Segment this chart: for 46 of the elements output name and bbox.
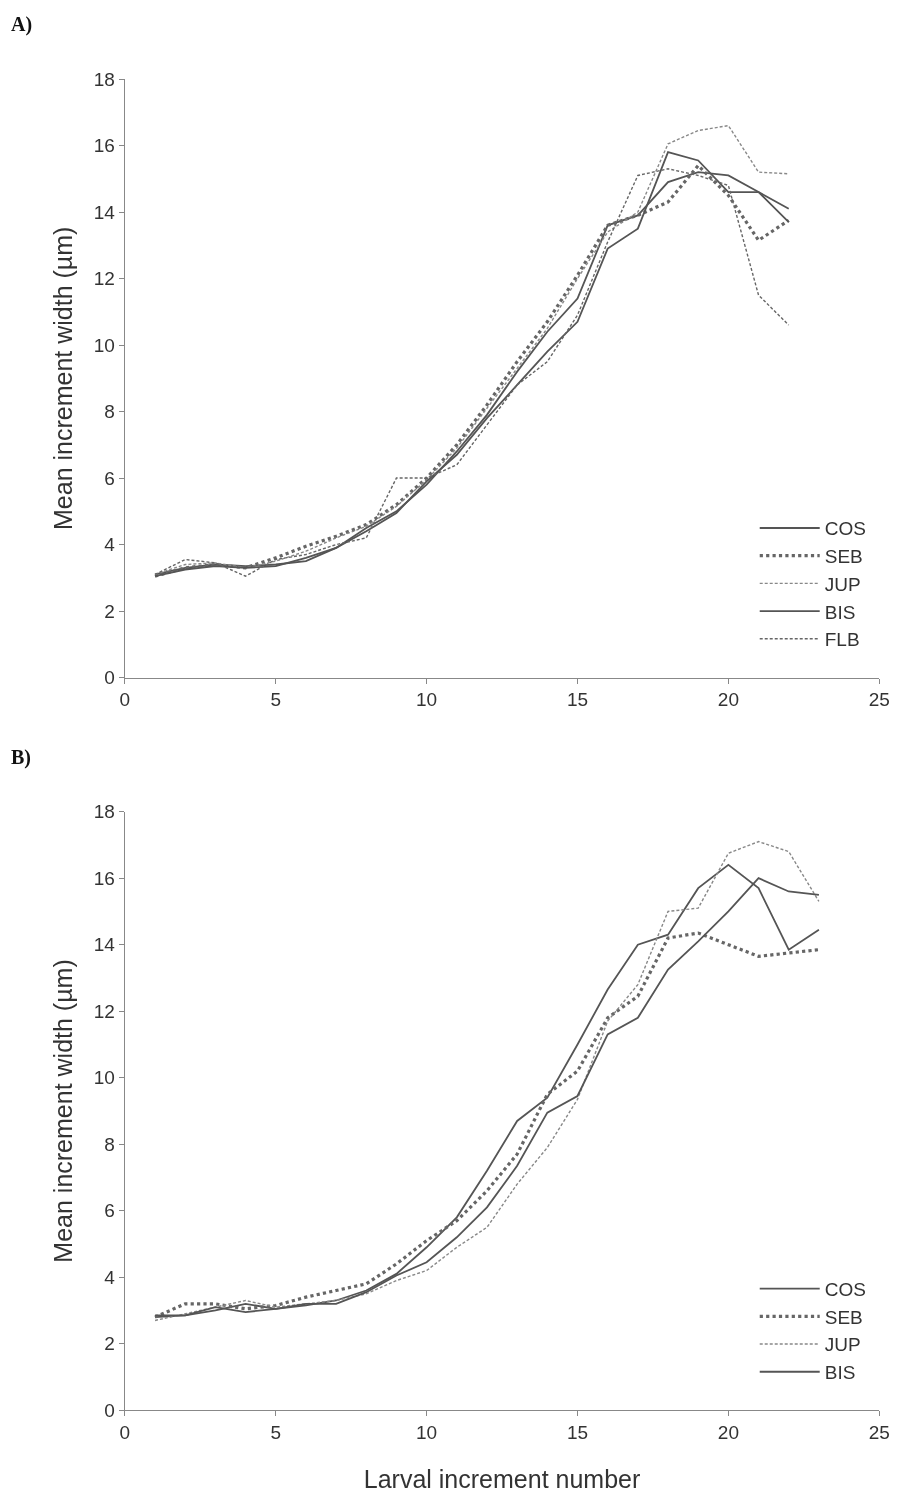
x-tick-label: 0 xyxy=(119,689,131,711)
x-tick-label: 20 xyxy=(717,1422,739,1444)
x-axis-title: Larval increment number xyxy=(363,1465,641,1494)
x-tick-label: 25 xyxy=(868,689,890,711)
y-tick-label: 10 xyxy=(93,1067,115,1089)
x-tick-label: 15 xyxy=(566,689,589,711)
legend-label: COS xyxy=(824,518,866,540)
x-tick-label: 5 xyxy=(270,1422,282,1444)
y-tick-label: 18 xyxy=(93,801,115,823)
y-tick-label: 6 xyxy=(104,1200,115,1222)
y-tick-label: 12 xyxy=(93,268,115,290)
x-tick-label: 5 xyxy=(270,689,282,711)
y-tick-label: 16 xyxy=(93,867,115,889)
legend-label: BIS xyxy=(824,601,856,623)
legend-label: JUP xyxy=(824,1334,861,1356)
legend-label: SEB xyxy=(824,546,863,568)
x-tick-label: 25 xyxy=(868,1422,890,1444)
legend-label: FLB xyxy=(824,629,860,651)
legend-label: SEB xyxy=(824,1306,863,1328)
y-tick-label: 8 xyxy=(104,401,115,423)
y-tick-label: 8 xyxy=(104,1133,115,1155)
y-tick-label: 0 xyxy=(104,667,115,689)
x-tick-label: 15 xyxy=(566,1422,589,1444)
legend-label: BIS xyxy=(824,1362,856,1384)
text: A) xyxy=(11,13,33,36)
y-tick-label: 4 xyxy=(104,534,116,556)
text: B) xyxy=(11,746,31,769)
x-tick-label: 0 xyxy=(119,1422,131,1444)
legend-label: COS xyxy=(824,1279,866,1301)
y-tick-label: 12 xyxy=(93,1000,115,1022)
x-tick-label: 20 xyxy=(717,689,739,711)
y-axis-title: Mean increment width (µm) xyxy=(48,959,77,1263)
legend-label: JUP xyxy=(824,573,861,595)
y-tick-label: 4 xyxy=(104,1266,116,1288)
y-tick-label: 0 xyxy=(104,1399,115,1421)
y-tick-label: 18 xyxy=(93,68,115,90)
y-tick-label: 6 xyxy=(104,467,115,489)
x-tick-label: 10 xyxy=(416,1422,438,1444)
y-axis-title: Mean increment width (µm) xyxy=(48,226,77,530)
y-tick-label: 2 xyxy=(104,600,115,622)
y-tick-label: 16 xyxy=(93,135,115,157)
x-tick-label: 10 xyxy=(416,689,438,711)
y-tick-label: 10 xyxy=(93,334,115,356)
y-tick-label: 14 xyxy=(93,934,116,956)
y-tick-label: 2 xyxy=(104,1333,115,1355)
y-tick-label: 14 xyxy=(93,201,116,223)
